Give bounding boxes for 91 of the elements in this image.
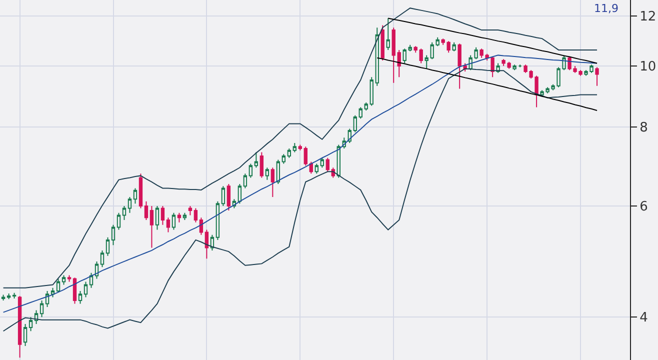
candlestick	[348, 128, 352, 144]
candlestick	[45, 290, 50, 308]
candlestick	[232, 198, 236, 209]
candlestick	[326, 157, 330, 172]
candlestick	[490, 56, 494, 78]
candlestick	[238, 184, 242, 204]
candlestick	[133, 188, 138, 204]
candlestick	[392, 27, 396, 84]
candlestick	[18, 295, 22, 358]
candlestick	[89, 272, 94, 288]
candlestick	[111, 224, 116, 246]
candlestick	[199, 217, 204, 236]
line-series	[376, 57, 598, 111]
candlestick	[182, 212, 187, 220]
candlestick	[402, 48, 406, 64]
candlestick	[40, 300, 44, 318]
candlestick	[358, 106, 362, 120]
candlestick	[84, 281, 88, 298]
candlestick	[282, 154, 286, 164]
line-series	[388, 18, 598, 64]
candlestick	[370, 76, 374, 106]
candlestick	[62, 274, 66, 286]
candlestick	[336, 144, 340, 178]
candlestick	[1, 294, 6, 301]
candlestick	[177, 212, 182, 223]
candlestick	[342, 137, 346, 149]
candlestick	[496, 62, 500, 74]
candlestick	[150, 205, 154, 248]
candlestick	[260, 152, 264, 178]
y-tick-label: 6	[640, 199, 648, 214]
candlestick	[414, 46, 418, 54]
candlestick	[160, 205, 165, 226]
candlestick	[166, 217, 170, 233]
candlestick	[304, 146, 308, 166]
candlestick	[298, 144, 302, 151]
candlestick	[452, 42, 456, 52]
candlestick	[216, 200, 220, 240]
candlestick	[386, 18, 390, 50]
candlestick	[155, 205, 160, 230]
candlestick	[380, 24, 384, 62]
candlestick	[100, 250, 104, 268]
candlestick	[320, 157, 324, 168]
candlestick	[353, 114, 357, 133]
candlestick	[287, 148, 292, 158]
candlestick	[375, 27, 379, 86]
y-tick-label: 4	[640, 310, 648, 326]
candlestick	[292, 142, 297, 153]
candlestick	[204, 229, 209, 260]
candlestick	[210, 234, 214, 251]
candlestick	[518, 64, 522, 68]
candlestick	[595, 66, 599, 86]
candlestick	[23, 324, 28, 346]
candlestick	[172, 212, 176, 230]
candlestick	[248, 163, 253, 178]
y-tick-label: 12	[640, 10, 656, 25]
candlestick	[265, 167, 270, 180]
candlestick	[364, 102, 368, 111]
candlestick	[512, 64, 516, 71]
candlestick	[276, 159, 280, 184]
candlestick	[243, 173, 248, 189]
candlestick	[67, 274, 72, 282]
candlestick	[254, 152, 258, 168]
candlestick	[128, 196, 132, 214]
candlestick	[78, 290, 82, 304]
candlestick	[6, 292, 11, 300]
candlestick	[56, 278, 60, 293]
candlestick	[226, 184, 231, 212]
candlestick	[122, 205, 126, 220]
candlestick	[221, 186, 226, 206]
candlestick	[12, 292, 16, 300]
candlestick	[397, 49, 401, 78]
candlestick	[72, 277, 77, 304]
candlestick	[28, 316, 33, 332]
candlestick	[138, 173, 143, 209]
candlestick	[194, 208, 198, 223]
candlestick	[106, 236, 110, 256]
candlestick	[144, 200, 148, 220]
candlestick	[116, 212, 121, 230]
candlestick	[270, 167, 275, 198]
candlestick	[50, 287, 55, 298]
candlestick	[94, 260, 99, 280]
candlestick	[419, 48, 423, 64]
y-tick-label: 10	[640, 59, 656, 74]
candlestick	[188, 205, 192, 216]
candlestick	[408, 44, 412, 52]
candlestick	[314, 163, 318, 174]
candlestick	[458, 43, 462, 90]
candlestick	[424, 54, 428, 70]
annotation: 11,9	[594, 2, 618, 15]
candlestick	[34, 310, 38, 324]
y-tick-label: 8	[640, 120, 648, 136]
